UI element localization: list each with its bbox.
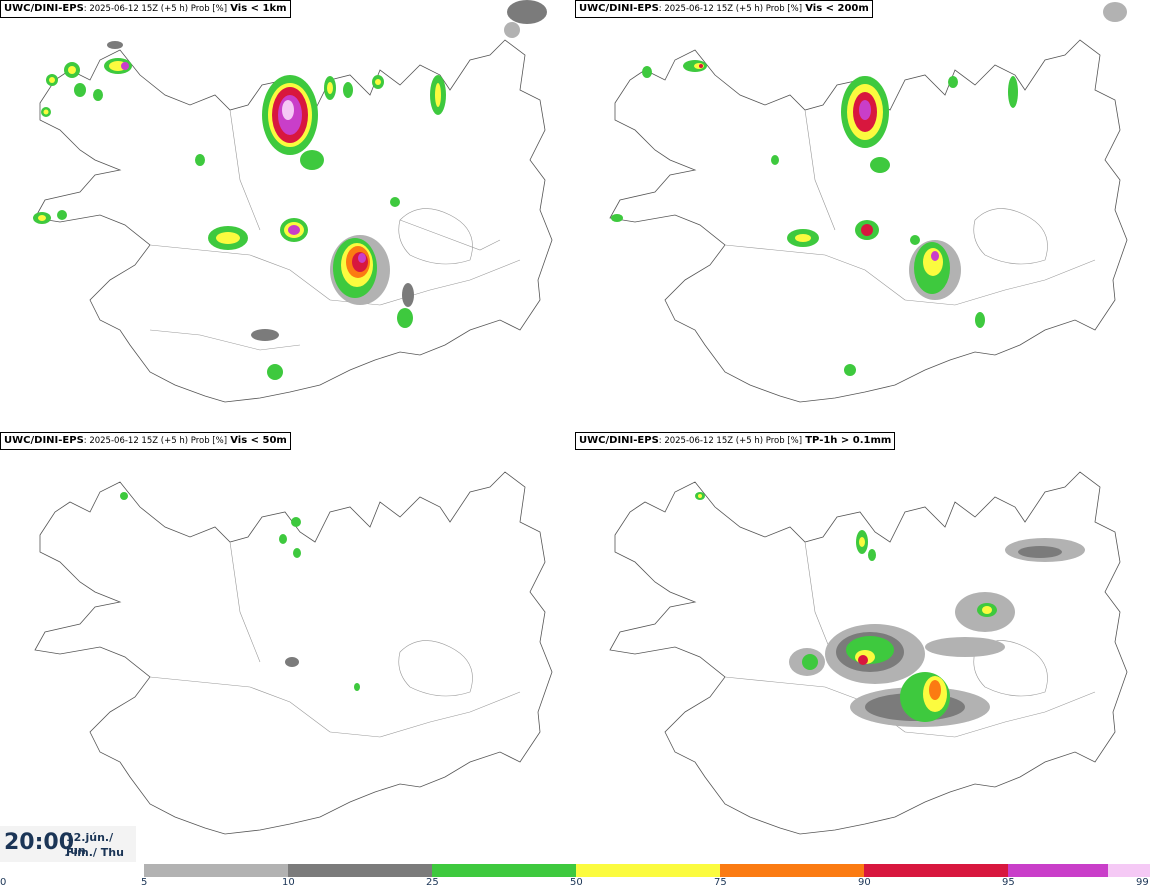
iceland-map [33,0,553,403]
panel-title: UWC/DINI-EPS: 2025-06-12 15Z (+5 h) Prob… [0,432,291,450]
colorbar-tick: 75 [714,877,727,888]
colorbar-segment [864,864,1008,877]
valid-date: 12.jún./ Jun [66,831,114,857]
colorbar-segment [432,864,576,877]
colorbar-tick: 5 [141,877,148,888]
iceland-map [609,471,1128,835]
map-panel-tp-1h: UWC/DINI-EPS: 2025-06-12 15Z (+5 h) Prob… [575,432,1150,862]
map-panel-vis-50m: UWC/DINI-EPS: 2025-06-12 15Z (+5 h) Prob… [0,432,575,862]
colorbar-segment [1008,864,1108,877]
valid-time: 20:00 [4,830,75,855]
panel-title: UWC/DINI-EPS: 2025-06-12 15Z (+5 h) Prob… [0,0,291,18]
colorbar-tick: 90 [858,877,871,888]
valid-time-box: 20:00 12.jún./ Jun Fim./ Thu [0,826,136,862]
colorbar-tick: 99 [1136,877,1149,888]
map-panel-vis-200m: UWC/DINI-EPS: 2025-06-12 15Z (+5 h) Prob… [575,0,1150,430]
colorbar-segment [1108,864,1150,877]
map-panel-vis-1km: UWC/DINI-EPS: 2025-06-12 15Z (+5 h) Prob… [0,0,575,430]
colorbar-segment [576,864,720,877]
colorbar-tick: 10 [282,877,295,888]
colorbar-tick: 25 [426,877,439,888]
colorbar-segment [720,864,864,877]
colorbar-tick: 50 [570,877,583,888]
panel-title: UWC/DINI-EPS: 2025-06-12 15Z (+5 h) Prob… [575,0,873,18]
colorbar-segment [144,864,288,877]
iceland-map [34,471,553,835]
valid-weekday: Fim./ Thu [66,846,124,859]
iceland-map [609,2,1128,403]
colorbar-tick: 95 [1002,877,1015,888]
panel-title: UWC/DINI-EPS: 2025-06-12 15Z (+5 h) Prob… [575,432,896,450]
colorbar-segment [288,864,432,877]
colorbar-tick: 0 [0,877,7,888]
